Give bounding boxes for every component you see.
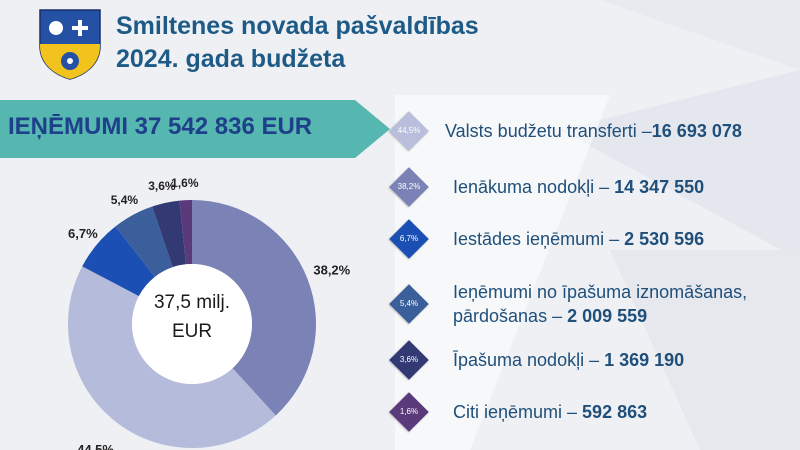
legend-item: 38,2% Ienākuma nodokļi – 14 347 550 xyxy=(389,167,705,207)
legend-item: 6,7% Iestādes ieņēmumi – 2 530 596 xyxy=(389,219,705,259)
legend-item: 1,6% Citi ieņēmumi – 592 863 xyxy=(389,392,648,432)
legend-marker: 38,2% xyxy=(389,167,429,207)
legend-label: Īpašuma nodokļi – xyxy=(453,350,605,370)
legend-label: Ieņēmumi no īpašuma iznomāšanas, xyxy=(453,282,748,302)
legend-pct: 5,4% xyxy=(399,299,419,308)
legend-marker: 6,7% xyxy=(389,219,429,259)
legend-value: 592 863 xyxy=(582,402,648,422)
crest-logo xyxy=(39,9,101,80)
legend-item: 3,6% Īpašuma nodokļi – 1 369 190 xyxy=(389,340,685,380)
data-label-5: 1,6% xyxy=(171,176,199,190)
slice-4 xyxy=(152,200,186,268)
legend-marker: 1,6% xyxy=(389,392,429,432)
legend-pct: 44,5% xyxy=(397,126,421,135)
donut-hole xyxy=(132,264,252,384)
center-line-2: EUR xyxy=(171,321,213,342)
legend-marker: 44,5% xyxy=(389,111,429,151)
legend-value: 2 530 596 xyxy=(624,229,705,249)
legend-label: Ienākuma nodokļi – xyxy=(453,177,615,197)
legend-item: 5,4% Ieņēmumi no īpašuma iznomāšanas, pār… xyxy=(389,280,748,328)
legend-pct: 6,7% xyxy=(399,234,419,243)
legend-value: 14 347 550 xyxy=(614,177,705,197)
legend-marker: 5,4% xyxy=(389,284,429,324)
legend-value: 16 693 078 xyxy=(651,121,742,141)
chart-center-label: 37,5 milj. EUR xyxy=(132,288,252,346)
legend-marker: 3,6% xyxy=(389,340,429,380)
revenue-banner xyxy=(0,100,390,158)
slice-1 xyxy=(192,200,316,416)
data-label-0: 44,5% xyxy=(77,442,114,450)
center-line-1: 37,5 milj. xyxy=(153,292,231,313)
page-title: Smiltenes novada pašvaldības 2024. gada … xyxy=(116,10,479,76)
legend-pct: 3,6% xyxy=(399,355,419,364)
slice-0 xyxy=(68,266,276,448)
data-label-2: 6,7% xyxy=(68,226,98,241)
legend-label-2: pārdošanas – xyxy=(453,306,568,326)
legend-pct: 38,2% xyxy=(397,182,421,191)
title-line-1: Smiltenes novada pašvaldības xyxy=(116,12,479,40)
legend-value: 2 009 559 xyxy=(567,306,648,326)
legend-label: Valsts budžetu transferti – xyxy=(445,121,652,141)
slice-2 xyxy=(82,226,155,297)
title-line-2: 2024. gada budžeta xyxy=(116,45,346,73)
data-label-3: 5,4% xyxy=(111,193,139,207)
slice-3 xyxy=(115,206,173,277)
legend-label: Citi ieņēmumi – xyxy=(453,402,583,422)
revenue-total: IEŅĒMUMI 37 542 836 EUR xyxy=(8,113,313,140)
slice-5 xyxy=(179,200,192,265)
legend-pct: 1,6% xyxy=(399,407,419,416)
donut-chart: 38,2% 44,5% 6,7% 5,4% 3,6%1,6% xyxy=(68,176,351,450)
legend-item: 44,5% Valsts budžetu transferti –16 693 … xyxy=(389,111,742,151)
legend-label: Iestādes ieņēmumi – xyxy=(453,229,625,249)
legend-value: 1 369 190 xyxy=(604,350,685,370)
data-label-1: 38,2% xyxy=(313,263,350,278)
data-label-4: 3,6% xyxy=(148,179,176,193)
